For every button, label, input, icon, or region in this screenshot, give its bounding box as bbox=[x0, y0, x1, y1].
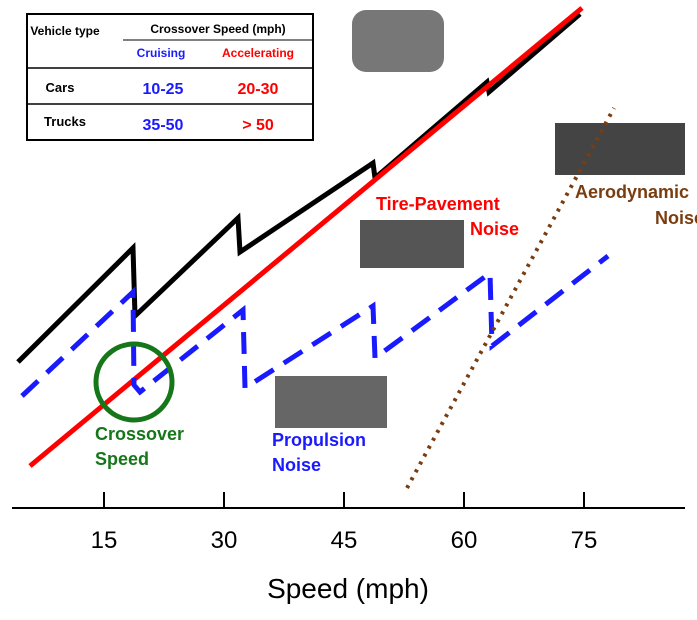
x-tick-label: 75 bbox=[571, 527, 598, 554]
crossover-circle bbox=[93, 341, 175, 423]
accelerating-header: Accelerating bbox=[222, 46, 294, 60]
cruising-header: Cruising bbox=[137, 46, 186, 60]
tire-label: Tire-Pavement bbox=[376, 194, 500, 214]
row-label: Trucks bbox=[44, 114, 86, 129]
x-tick-label: 45 bbox=[331, 527, 358, 554]
propulsion-label: Propulsion bbox=[272, 430, 366, 450]
table-box bbox=[26, 13, 314, 141]
vehicle-type-cell: Vehicle type bbox=[30, 24, 100, 38]
propulsion-noise-line bbox=[20, 254, 610, 398]
crossover-label: Crossover bbox=[95, 424, 184, 444]
row-label: Cars bbox=[46, 80, 75, 95]
aero-noise-line bbox=[405, 107, 616, 489]
cell: 10-25 bbox=[143, 81, 184, 98]
crossover-label: Speed bbox=[95, 449, 149, 469]
vehicle-type: Vehicle type bbox=[30, 24, 100, 38]
table-title: Crossover Speed (mph) bbox=[150, 22, 285, 36]
cell: 20-30 bbox=[238, 81, 279, 98]
x-axis-label: Speed (mph) bbox=[267, 573, 429, 604]
tire-image bbox=[360, 220, 464, 268]
car-image bbox=[352, 10, 444, 72]
x-tick-label: 30 bbox=[211, 527, 238, 554]
cell: 35-50 bbox=[143, 117, 184, 134]
cell: > 50 bbox=[242, 117, 274, 134]
aero-image bbox=[555, 123, 685, 175]
propulsion-label: Noise bbox=[272, 455, 321, 475]
tire-noise-line bbox=[28, 6, 584, 468]
tire-label: Noise bbox=[470, 219, 519, 239]
x-tick-label: 15 bbox=[91, 527, 118, 554]
aero-label: Noise bbox=[655, 208, 697, 228]
aero-label: Aerodynamic bbox=[575, 182, 689, 202]
x-tick-label: 60 bbox=[451, 527, 478, 554]
engine-image bbox=[275, 376, 387, 428]
